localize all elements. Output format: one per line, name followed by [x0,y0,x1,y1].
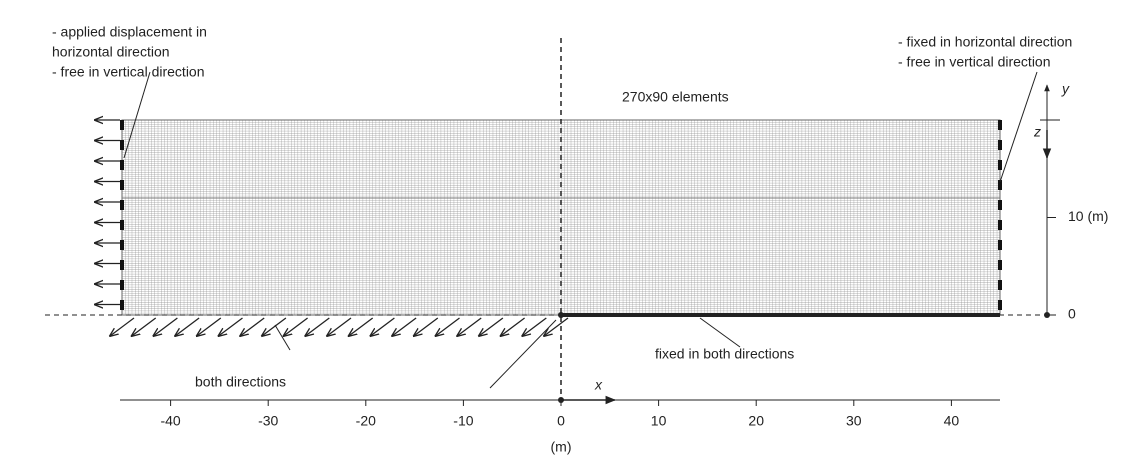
arrow [436,317,460,336]
x-tick-label: 20 [748,413,764,429]
arrow [349,317,374,336]
arrow [132,317,157,336]
arrow [501,317,525,336]
arrow [240,317,265,336]
y-tick-label: 0 [1068,306,1076,322]
x-tick-label: -20 [356,413,376,429]
x-tick-label: 40 [944,413,960,429]
arrow [110,317,135,336]
support-arrows [110,317,569,336]
arrow [457,317,482,336]
annotation: - free in vertical direction [52,64,205,80]
annotation: - free in vertical direction [898,54,1051,70]
leader [123,71,151,159]
x-tick-label: 0 [557,413,565,429]
axis-label: x [594,377,603,393]
annotation: - fixed in horizontal direction [898,34,1072,50]
arrow [327,317,352,336]
arrow [219,317,243,336]
arrow [522,317,547,336]
x-tick-label: -10 [453,413,473,429]
origin-dot [558,312,564,318]
x-tick-label: 10 [651,413,667,429]
axis-unit: (m) [551,439,572,455]
annotation: - applied displacement in [52,24,207,40]
arrow [175,317,200,336]
x-tick-label: 30 [846,413,862,429]
annotation: fixed in both directions [655,346,794,362]
mesh-label: 270x90 elements [622,89,729,105]
y-tick-label: 10 (m) [1068,208,1108,224]
x-tick-label: -40 [160,413,180,429]
leader [274,324,291,351]
layout [45,38,1060,405]
leader [489,319,557,389]
arrow [370,317,395,336]
annotation: both directions [195,374,286,390]
displacement-arrows [95,120,120,305]
axis-label: y [1061,81,1070,97]
x-tick-label: -30 [258,413,278,429]
arrow [479,317,504,336]
annotation: horizontal direction [52,44,170,60]
leader [999,71,1038,183]
arrow [284,317,308,336]
arrow [392,317,417,336]
arrow [544,317,569,336]
axis-label: z [1033,124,1041,140]
arrow [262,317,287,336]
arrow [414,317,439,336]
arrow [305,317,330,336]
arrow [153,317,178,336]
arrow [197,317,222,336]
leader [699,317,741,348]
